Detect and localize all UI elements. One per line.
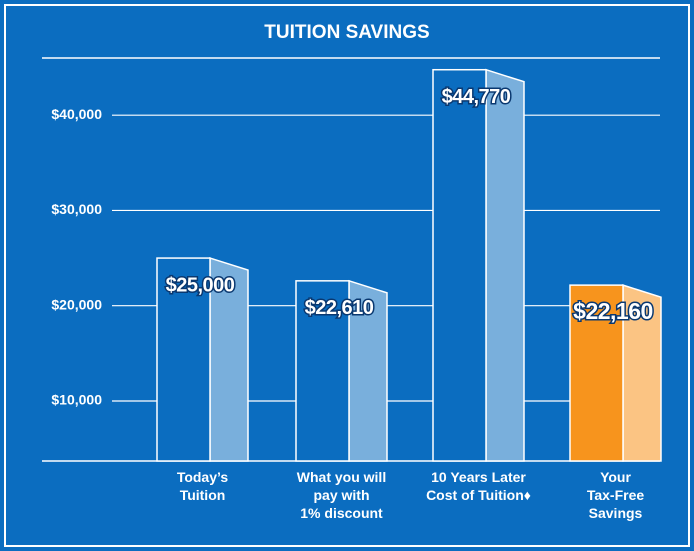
y-tick-label: $10,000 bbox=[51, 392, 102, 408]
x-tick-label: What you will pay with 1% discount bbox=[296, 469, 387, 521]
y-tick-label: $40,000 bbox=[51, 106, 102, 122]
x-tick-label: Today’s Tuition bbox=[176, 469, 229, 503]
y-tick-label: $20,000 bbox=[51, 296, 102, 312]
bar bbox=[432, 68, 487, 462]
bar-side bbox=[485, 68, 525, 462]
y-tick-label: $30,000 bbox=[51, 201, 102, 217]
chart-title: TUITION SAVINGS bbox=[264, 22, 429, 43]
value-label: $22,610 bbox=[305, 297, 374, 319]
x-tick-label: Your Tax-Free Savings bbox=[586, 469, 645, 521]
value-label: $25,000 bbox=[166, 274, 235, 296]
value-label: $22,160 bbox=[573, 298, 653, 324]
bar bbox=[156, 257, 211, 462]
bar bbox=[569, 284, 624, 462]
x-tick-label: 10 Years Later Cost of Tuition♦ bbox=[426, 469, 531, 503]
bar bbox=[295, 280, 350, 462]
frame bbox=[4, 4, 690, 547]
value-label: $44,770 bbox=[442, 86, 511, 108]
